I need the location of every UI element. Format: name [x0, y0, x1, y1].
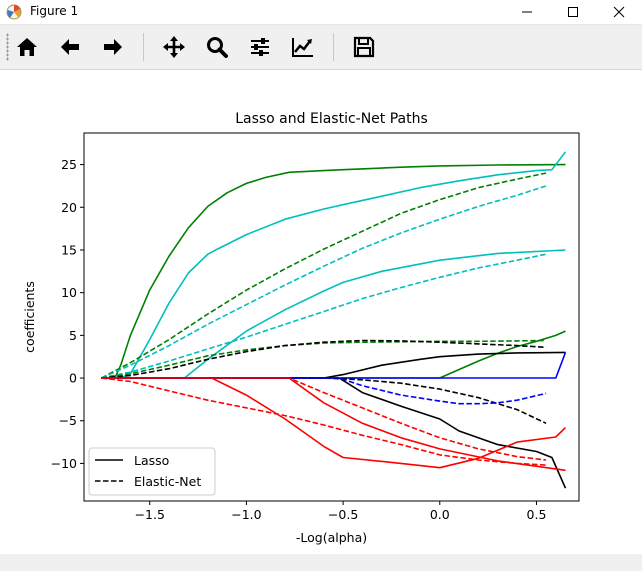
- minimize-icon: [522, 11, 532, 13]
- toolbar-grip: [6, 33, 9, 61]
- series-line-lasso-5: [101, 377, 567, 489]
- minimize-button[interactable]: [504, 0, 550, 24]
- series-line-lasso-3: [101, 249, 566, 379]
- save-icon: [353, 36, 375, 58]
- x-tick-label: 0.5: [527, 507, 547, 522]
- legend: Lasso Elastic-Net: [88, 447, 216, 496]
- save-button[interactable]: [348, 31, 380, 63]
- window-titlebar: Figure 1: [0, 0, 642, 25]
- series-line-elastic-net-11: [101, 253, 547, 379]
- series-line-lasso-2: [101, 151, 567, 379]
- y-tick-label: −10: [51, 456, 77, 471]
- series-line-lasso-4: [101, 351, 566, 379]
- lasso-elastic-net-chart: −1.5 −1.0 −0.5 0.0 0.5 −10 −5 0 5 10 15 20 25 Lasso…: [22, 111, 580, 545]
- axes-background: [84, 133, 579, 501]
- edit-axis-button[interactable]: [287, 31, 319, 63]
- y-tick-label: 5: [69, 328, 77, 343]
- y-tick-label: 0: [69, 371, 77, 386]
- x-axis-label: -Log(alpha): [296, 530, 367, 545]
- chart-title: Lasso and Elastic-Net Paths: [235, 111, 428, 127]
- y-tick-label: 15: [61, 242, 77, 257]
- forward-arrow-icon: [104, 39, 122, 55]
- close-icon: [613, 6, 625, 18]
- series-line-elastic-net-9: [101, 172, 547, 379]
- window-title: Figure 1: [30, 4, 79, 18]
- legend-label-lasso: Lasso: [134, 453, 169, 468]
- close-button[interactable]: [596, 0, 642, 24]
- series-line-elastic-net-16: [101, 377, 547, 466]
- pan-button[interactable]: [158, 31, 190, 63]
- navigation-toolbar: [0, 25, 642, 70]
- pan-icon: [163, 36, 185, 58]
- series-line-lasso-0: [101, 163, 566, 379]
- y-ticks: −10 −5 0 5 10 15 20 25: [51, 157, 84, 471]
- y-tick-label: 20: [61, 200, 77, 215]
- edit-axis-icon: [292, 38, 313, 57]
- zoom-button[interactable]: [201, 31, 233, 63]
- y-tick-label: 25: [61, 157, 77, 172]
- x-tick-label: 0.0: [430, 507, 450, 522]
- y-axis-label: coefficients: [22, 281, 37, 353]
- status-bar: [0, 554, 642, 571]
- back-button[interactable]: [54, 31, 86, 63]
- maximize-button[interactable]: [550, 0, 596, 24]
- x-ticks: −1.5 −1.0 −0.5 0.0 0.5: [135, 501, 547, 522]
- series-line-lasso-7: [101, 377, 567, 469]
- series-line-elastic-net-13: [101, 339, 547, 379]
- figure-canvas[interactable]: −1.5 −1.0 −0.5 0.0 0.5 −10 −5 0 5 10 15 20 25 Lasso…: [0, 70, 642, 554]
- series-line-elastic-net-17: [101, 377, 547, 461]
- series-line-elastic-net-10: [101, 185, 547, 379]
- matplotlib-icon: [6, 4, 22, 20]
- configure-subplots-icon: [251, 38, 269, 56]
- x-tick-label: −1.5: [135, 507, 165, 522]
- series-layer: [101, 151, 567, 489]
- back-arrow-icon: [61, 39, 79, 55]
- home-icon: [17, 38, 37, 56]
- x-tick-label: −0.5: [328, 507, 358, 522]
- home-button[interactable]: [11, 31, 43, 63]
- y-tick-label: 10: [61, 285, 77, 300]
- x-tick-label: −1.0: [231, 507, 261, 522]
- y-tick-label: −5: [59, 413, 77, 428]
- maximize-icon: [568, 7, 578, 17]
- toolbar-separator: [333, 33, 334, 61]
- forward-button[interactable]: [97, 31, 129, 63]
- legend-label-elastic-net: Elastic-Net: [134, 474, 201, 489]
- axes-frame: [83, 132, 580, 502]
- series-line-lasso-8: [101, 377, 566, 472]
- zoom-icon: [207, 37, 228, 58]
- toolbar-separator: [143, 33, 144, 61]
- configure-subplots-button[interactable]: [244, 31, 276, 63]
- series-line-elastic-net-15: [101, 377, 547, 405]
